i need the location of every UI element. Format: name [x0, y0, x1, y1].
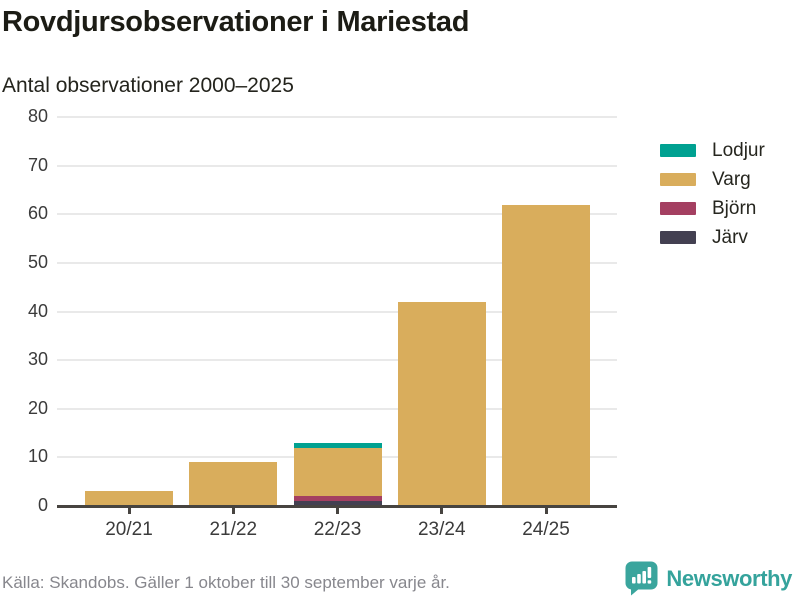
- bar-segment-varg: [189, 462, 278, 506]
- gridline: [57, 213, 617, 216]
- chart-title: Rovdjursobservationer i Mariestad: [2, 6, 470, 38]
- y-tick-label: 30: [27, 349, 48, 370]
- y-tick-label: 0: [37, 495, 48, 515]
- legend-label: Lodjur: [712, 139, 765, 161]
- legend-swatch-bjorn: [660, 202, 696, 215]
- gridline: [57, 116, 617, 118]
- bar-column-20-21: [85, 491, 173, 506]
- brand-name: Newsworthy: [666, 565, 792, 591]
- legend-item-varg: Varg: [660, 165, 765, 194]
- legend-item-jarv: Järv: [660, 223, 765, 252]
- x-tick-mark: [544, 508, 548, 514]
- legend-item-lodjur: Lodjur: [660, 136, 765, 165]
- x-tick-label: 22/23: [313, 519, 362, 540]
- gridline: [57, 359, 617, 362]
- x-tick-label: 21/22: [209, 519, 258, 540]
- x-axis-line: [57, 505, 617, 508]
- legend-swatch-jarv: [660, 231, 696, 244]
- y-tick-label: 60: [27, 203, 48, 224]
- chart-subtitle: Antal observationer 2000–2025: [2, 74, 294, 97]
- legend-label: Varg: [712, 168, 751, 190]
- newsworthy-icon: [625, 561, 658, 596]
- x-tick-mark: [127, 508, 131, 514]
- bar-segment-varg: [502, 204, 590, 506]
- legend-label: Björn: [712, 197, 757, 219]
- legend: Lodjur Varg Björn Järv: [660, 136, 765, 252]
- y-tick-label: 40: [27, 300, 48, 321]
- x-tick-label: 24/25: [522, 519, 570, 540]
- gridline: [57, 310, 617, 313]
- x-tick-mark: [231, 508, 235, 514]
- bar-segment-varg: [293, 447, 382, 497]
- bar-segment-jarv: [293, 501, 382, 506]
- x-tick-mark: [440, 508, 444, 514]
- gridline: [57, 261, 617, 264]
- bar-column-21-22: [189, 462, 278, 506]
- x-tick-label: 20/21: [105, 519, 153, 540]
- gridline: [57, 164, 617, 167]
- legend-swatch-lodjur: [660, 144, 696, 157]
- bar-segment-bjorn: [293, 496, 382, 502]
- y-tick-label: 80: [27, 106, 48, 126]
- bar-segment-varg: [397, 301, 486, 506]
- legend-swatch-varg: [660, 173, 696, 186]
- brand-logo: Newsworthy: [625, 561, 792, 596]
- y-tick-label: 70: [27, 154, 48, 175]
- bar-column-24-25: [502, 204, 590, 506]
- legend-label: Järv: [712, 226, 748, 248]
- x-tick-mark: [336, 508, 339, 514]
- y-tick-label: 10: [27, 446, 48, 467]
- y-tick-label: 20: [27, 397, 48, 418]
- y-tick-label: 50: [27, 251, 48, 272]
- x-tick-label: 23/24: [417, 519, 466, 540]
- bar-column-22-23: [293, 442, 382, 506]
- source-note: Källa: Skandobs. Gäller 1 oktober till 3…: [2, 573, 450, 592]
- gridline: [57, 407, 617, 410]
- legend-item-bjorn: Björn: [660, 194, 765, 223]
- bar-segment-varg: [85, 491, 173, 506]
- bar-column-23-24: [397, 301, 486, 506]
- bar-segment-lodjur: [293, 442, 382, 448]
